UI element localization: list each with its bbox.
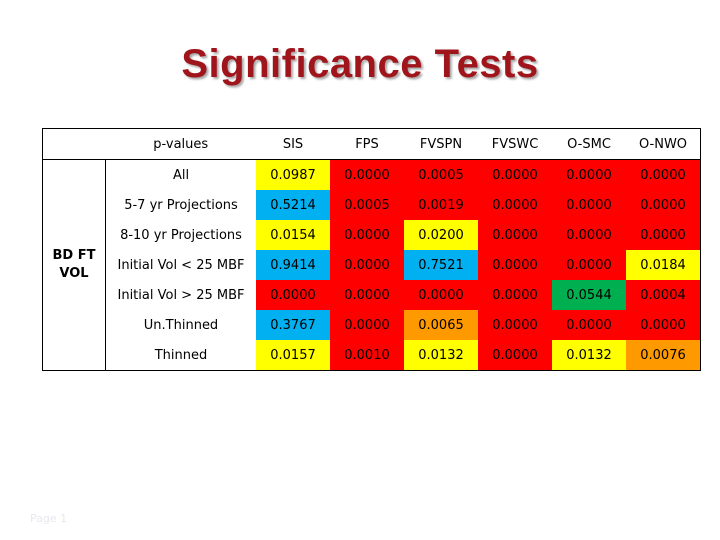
p-value-cell: 0.0000	[626, 190, 701, 220]
p-value-cell: 0.0000	[478, 159, 552, 190]
p-value-cell: 0.0004	[626, 280, 701, 310]
p-value-cell: 0.0000	[552, 310, 626, 340]
p-value-cell: 0.0000	[552, 220, 626, 250]
row-label: Thinned	[105, 340, 256, 371]
p-value-cell: 0.0000	[552, 159, 626, 190]
p-value-cell: 0.0065	[404, 310, 478, 340]
table-row: Thinned 0.0157 0.0010 0.0132 0.0000 0.0132 0.0…	[43, 340, 701, 371]
p-value-cell: 0.3767	[256, 310, 330, 340]
p-value-cell: 0.0000	[626, 159, 701, 190]
p-value-cell: 0.0132	[552, 340, 626, 371]
p-value-cell: 0.0005	[330, 190, 404, 220]
slide-title: Significance Tests	[181, 42, 539, 86]
p-value-cell: 0.0005	[404, 159, 478, 190]
footer-text: Page 1	[30, 512, 68, 525]
header-empty-cell	[42, 128, 106, 160]
row-label: 5-7 yr Projections	[105, 190, 256, 220]
p-value-cell: 0.0000	[330, 220, 404, 250]
corner-label: p-values	[105, 128, 256, 160]
p-value-cell: 0.0010	[330, 340, 404, 371]
table-row: Un.Thinned 0.3767 0.0000 0.0065 0.0000 0.0000…	[43, 310, 701, 340]
table-row: 5-7 yr Projections 0.5214 0.0005 0.0019 0.00…	[43, 190, 701, 220]
p-value-cell: 0.0000	[330, 250, 404, 280]
p-value-cell: 0.0154	[256, 220, 330, 250]
p-value-cell: 0.0000	[404, 280, 478, 310]
p-value-cell: 0.0000	[478, 190, 552, 220]
p-value-cell: 0.0000	[478, 220, 552, 250]
table-header-row: p-values SIS FPS FVSPN FVSWC O-SMC O-NWO	[42, 128, 701, 160]
column-header: SIS	[256, 128, 330, 160]
p-value-cell: 0.0000	[478, 250, 552, 280]
row-label: Initial Vol > 25 MBF	[105, 280, 256, 310]
row-label: Un.Thinned	[105, 310, 256, 340]
column-header: O-NWO	[626, 128, 701, 160]
column-header: FVSPN	[404, 128, 478, 160]
p-value-cell: 0.0000	[330, 159, 404, 190]
p-value-cell: 0.0157	[256, 340, 330, 371]
p-value-cell: 0.0184	[626, 250, 701, 280]
p-value-cell: 0.0000	[626, 310, 701, 340]
table-row: BD FT VOL All 0.0987 0.0000 0.0005 0.0000 0.000…	[42, 159, 701, 371]
p-value-cell: 0.0132	[404, 340, 478, 371]
column-header: FVSWC	[478, 128, 552, 160]
p-value-cell: 0.0000	[256, 280, 330, 310]
p-value-cell: 0.0200	[404, 220, 478, 250]
table-row: Initial Vol < 25 MBF 0.9414 0.0000 0.7521 0.…	[43, 250, 701, 280]
p-value-cell: 0.0987	[256, 159, 330, 190]
p-value-cell: 0.0019	[404, 190, 478, 220]
p-value-cell: 0.0000	[478, 280, 552, 310]
p-value-cell: 0.5214	[256, 190, 330, 220]
row-label: All	[105, 159, 256, 190]
table-row: Initial Vol > 25 MBF 0.0000 0.0000 0.0000 0.…	[43, 280, 701, 310]
row-label: 8-10 yr Projections	[105, 220, 256, 250]
p-value-cell: 0.0000	[626, 220, 701, 250]
p-value-cell: 0.0000	[478, 340, 552, 371]
p-value-cell: 0.0000	[552, 250, 626, 280]
row-label: Initial Vol < 25 MBF	[105, 250, 256, 280]
significance-table: p-values SIS FPS FVSPN FVSWC O-SMC O-NWO BD FT V…	[42, 128, 701, 371]
p-value-cell: 0.0000	[478, 310, 552, 340]
p-value-cell: 0.0076	[626, 340, 701, 371]
column-header: FPS	[330, 128, 404, 160]
p-value-cell: 0.7521	[404, 250, 478, 280]
table-row: 8-10 yr Projections 0.0154 0.0000 0.0200 0.0…	[43, 220, 701, 250]
p-value-cell: 0.0000	[330, 280, 404, 310]
p-value-cell: 0.9414	[256, 250, 330, 280]
p-value-cell: 0.0000	[552, 190, 626, 220]
column-header: O-SMC	[552, 128, 626, 160]
group-label: BD FT VOL	[42, 159, 106, 371]
p-value-cell: 0.0000	[330, 310, 404, 340]
p-value-cell: 0.0544	[552, 280, 626, 310]
